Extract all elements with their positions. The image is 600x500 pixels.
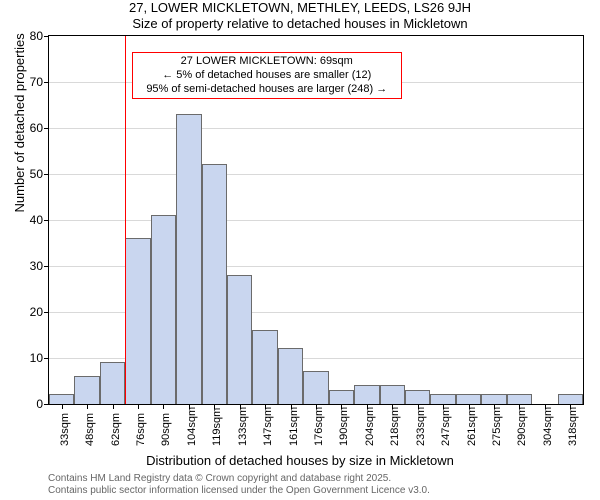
x-tick-label: 290sqm	[516, 406, 528, 445]
histogram-bar	[125, 238, 150, 404]
x-tick-label: 233sqm	[415, 406, 427, 445]
y-tick-label: 10	[30, 351, 49, 365]
histogram-bar	[354, 385, 379, 403]
x-tick-label: 247sqm	[440, 406, 452, 445]
x-tick-label: 204sqm	[364, 406, 376, 445]
x-tick-label: 90sqm	[160, 413, 172, 446]
histogram-bar	[558, 394, 583, 403]
histogram-bar	[329, 390, 354, 404]
y-tick-label: 60	[30, 121, 49, 135]
callout-line: 27 LOWER MICKLETOWN: 69sqm	[139, 55, 395, 69]
gridline	[49, 174, 583, 175]
gridline	[49, 220, 583, 221]
histogram-bar	[430, 394, 455, 403]
chart-subtitle: Size of property relative to detached ho…	[0, 16, 600, 31]
histogram-bar	[151, 215, 176, 404]
histogram-bar	[176, 114, 201, 404]
x-tick-mark	[163, 404, 164, 409]
histogram-bar	[405, 390, 430, 404]
y-tick-label: 80	[30, 29, 49, 43]
gridline	[49, 128, 583, 129]
histogram-bar	[380, 385, 405, 403]
callout-line: 95% of semi-detached houses are larger (…	[139, 83, 395, 97]
x-tick-mark	[113, 404, 114, 409]
x-tick-label: 33sqm	[59, 413, 71, 446]
x-tick-label: 275sqm	[491, 406, 503, 445]
y-tick-label: 40	[30, 213, 49, 227]
x-tick-label: 161sqm	[288, 406, 300, 445]
x-tick-mark	[138, 404, 139, 409]
histogram-bar	[202, 164, 227, 403]
histogram-bar	[303, 371, 328, 403]
histogram-bar	[227, 275, 252, 404]
y-tick-label: 70	[30, 75, 49, 89]
histogram-bar	[74, 376, 99, 404]
x-tick-label: 104sqm	[186, 406, 198, 445]
x-tick-label: 318sqm	[567, 406, 579, 445]
x-axis-label: Distribution of detached houses by size …	[0, 453, 600, 468]
histogram-bar	[481, 394, 506, 403]
x-tick-label: 190sqm	[338, 406, 350, 445]
property-marker-line	[125, 36, 126, 404]
x-tick-mark	[62, 404, 63, 409]
x-tick-label: 176sqm	[313, 406, 325, 445]
footer-line-1: Contains HM Land Registry data © Crown c…	[48, 473, 430, 485]
x-tick-label: 304sqm	[542, 406, 554, 445]
x-tick-label: 147sqm	[262, 406, 274, 445]
x-tick-label: 62sqm	[110, 413, 122, 446]
property-callout: 27 LOWER MICKLETOWN: 69sqm← 5% of detach…	[132, 52, 402, 99]
x-tick-mark	[87, 404, 88, 409]
x-tick-label: 76sqm	[135, 413, 147, 446]
histogram-bar	[100, 362, 125, 403]
x-tick-label: 119sqm	[211, 407, 223, 445]
y-tick-label: 30	[30, 259, 49, 273]
histogram-bar	[278, 348, 303, 403]
y-tick-label: 0	[36, 397, 49, 411]
y-tick-label: 20	[30, 305, 49, 319]
histogram-bar	[456, 394, 481, 403]
histogram-bar	[252, 330, 277, 404]
x-tick-label: 218sqm	[389, 406, 401, 445]
chart-footer: Contains HM Land Registry data © Crown c…	[48, 473, 430, 497]
callout-line: ← 5% of detached houses are smaller (12)	[139, 69, 395, 83]
chart-plot-area: 0102030405060708033sqm48sqm62sqm76sqm90s…	[48, 35, 584, 405]
x-tick-label: 48sqm	[84, 413, 96, 446]
histogram-bar	[49, 394, 74, 403]
chart-title: 27, LOWER MICKLETOWN, METHLEY, LEEDS, LS…	[0, 0, 600, 16]
footer-line-2: Contains public sector information licen…	[48, 485, 430, 497]
x-tick-label: 261sqm	[466, 406, 478, 445]
histogram-bar	[507, 394, 532, 403]
y-tick-label: 50	[30, 167, 49, 181]
y-axis-label: Number of detached properties	[12, 33, 27, 212]
x-tick-label: 133sqm	[237, 406, 249, 445]
